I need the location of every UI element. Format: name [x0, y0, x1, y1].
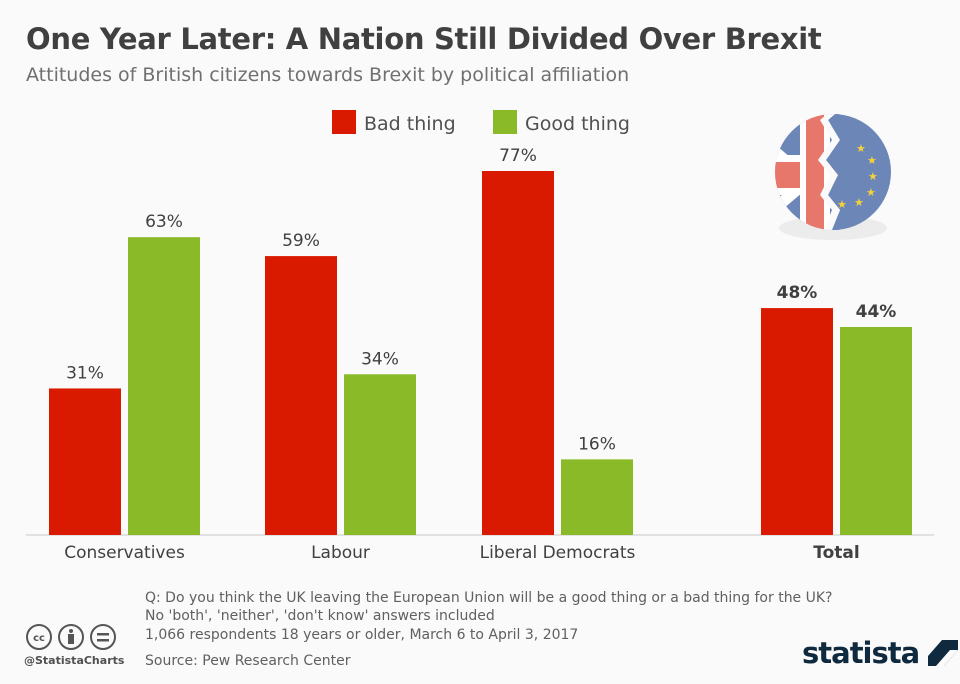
category-label: Conservatives: [64, 543, 185, 563]
bar-labour-good-thing: [344, 374, 416, 535]
data-label: 77%: [499, 146, 537, 166]
category-label: Liberal Democrats: [480, 543, 636, 563]
data-label: 31%: [66, 363, 104, 383]
footnote-exclusions: No 'both', 'neither', 'don't know' answe…: [145, 608, 495, 624]
bar-conservatives-good-thing: [128, 237, 200, 535]
legend-swatch-bad: [332, 110, 356, 134]
svg-text:★: ★: [867, 154, 877, 167]
chart-subtitle: Attitudes of British citizens towards Br…: [26, 64, 630, 86]
footnote-respondents: 1,066 respondents 18 years or older, Mar…: [145, 627, 579, 643]
bar-conservatives-bad-thing: [49, 388, 121, 535]
source: Source: Pew Research Center: [145, 653, 351, 669]
data-label: 48%: [777, 283, 818, 303]
svg-text:★: ★: [837, 198, 847, 211]
no-derivatives-icon: [90, 624, 116, 650]
statista-logo[interactable]: statista: [802, 636, 959, 670]
attribution-icon: [58, 624, 84, 650]
legend-label-good: Good thing: [525, 113, 630, 135]
legend-label-bad: Bad thing: [364, 113, 456, 135]
legend: Bad thing Good thing: [332, 110, 630, 135]
broken-uk-eu-flag-icon: ★★★ ★★★: [775, 114, 891, 240]
svg-text:★: ★: [856, 142, 866, 155]
data-label: 34%: [361, 349, 399, 369]
twitter-handle: @StatistaCharts: [24, 654, 125, 667]
category-label: Total: [813, 543, 859, 563]
svg-text:★: ★: [868, 170, 878, 183]
footnote-question: Q: Do you think the UK leaving the Europ…: [145, 590, 833, 606]
bar-total-good-thing: [840, 327, 912, 535]
creative-commons-icon: [26, 624, 52, 650]
svg-text:★: ★: [854, 196, 864, 209]
chart-title: One Year Later: A Nation Still Divided O…: [26, 22, 822, 56]
svg-text:★: ★: [866, 186, 876, 199]
category-label: Labour: [311, 543, 370, 563]
data-label: 16%: [578, 434, 616, 454]
data-label: 63%: [145, 212, 183, 232]
legend-swatch-good: [493, 110, 517, 134]
bar-liberal-democrats-bad-thing: [482, 171, 554, 535]
svg-text:cc: cc: [33, 633, 45, 644]
statista-logo-icon: [928, 640, 959, 666]
license-icons: cc: [26, 624, 116, 650]
data-label: 59%: [282, 231, 320, 251]
data-label: 44%: [856, 302, 897, 322]
bar-total-bad-thing: [761, 308, 833, 535]
bar-liberal-democrats-good-thing: [561, 459, 633, 535]
bar-labour-bad-thing: [265, 256, 337, 535]
